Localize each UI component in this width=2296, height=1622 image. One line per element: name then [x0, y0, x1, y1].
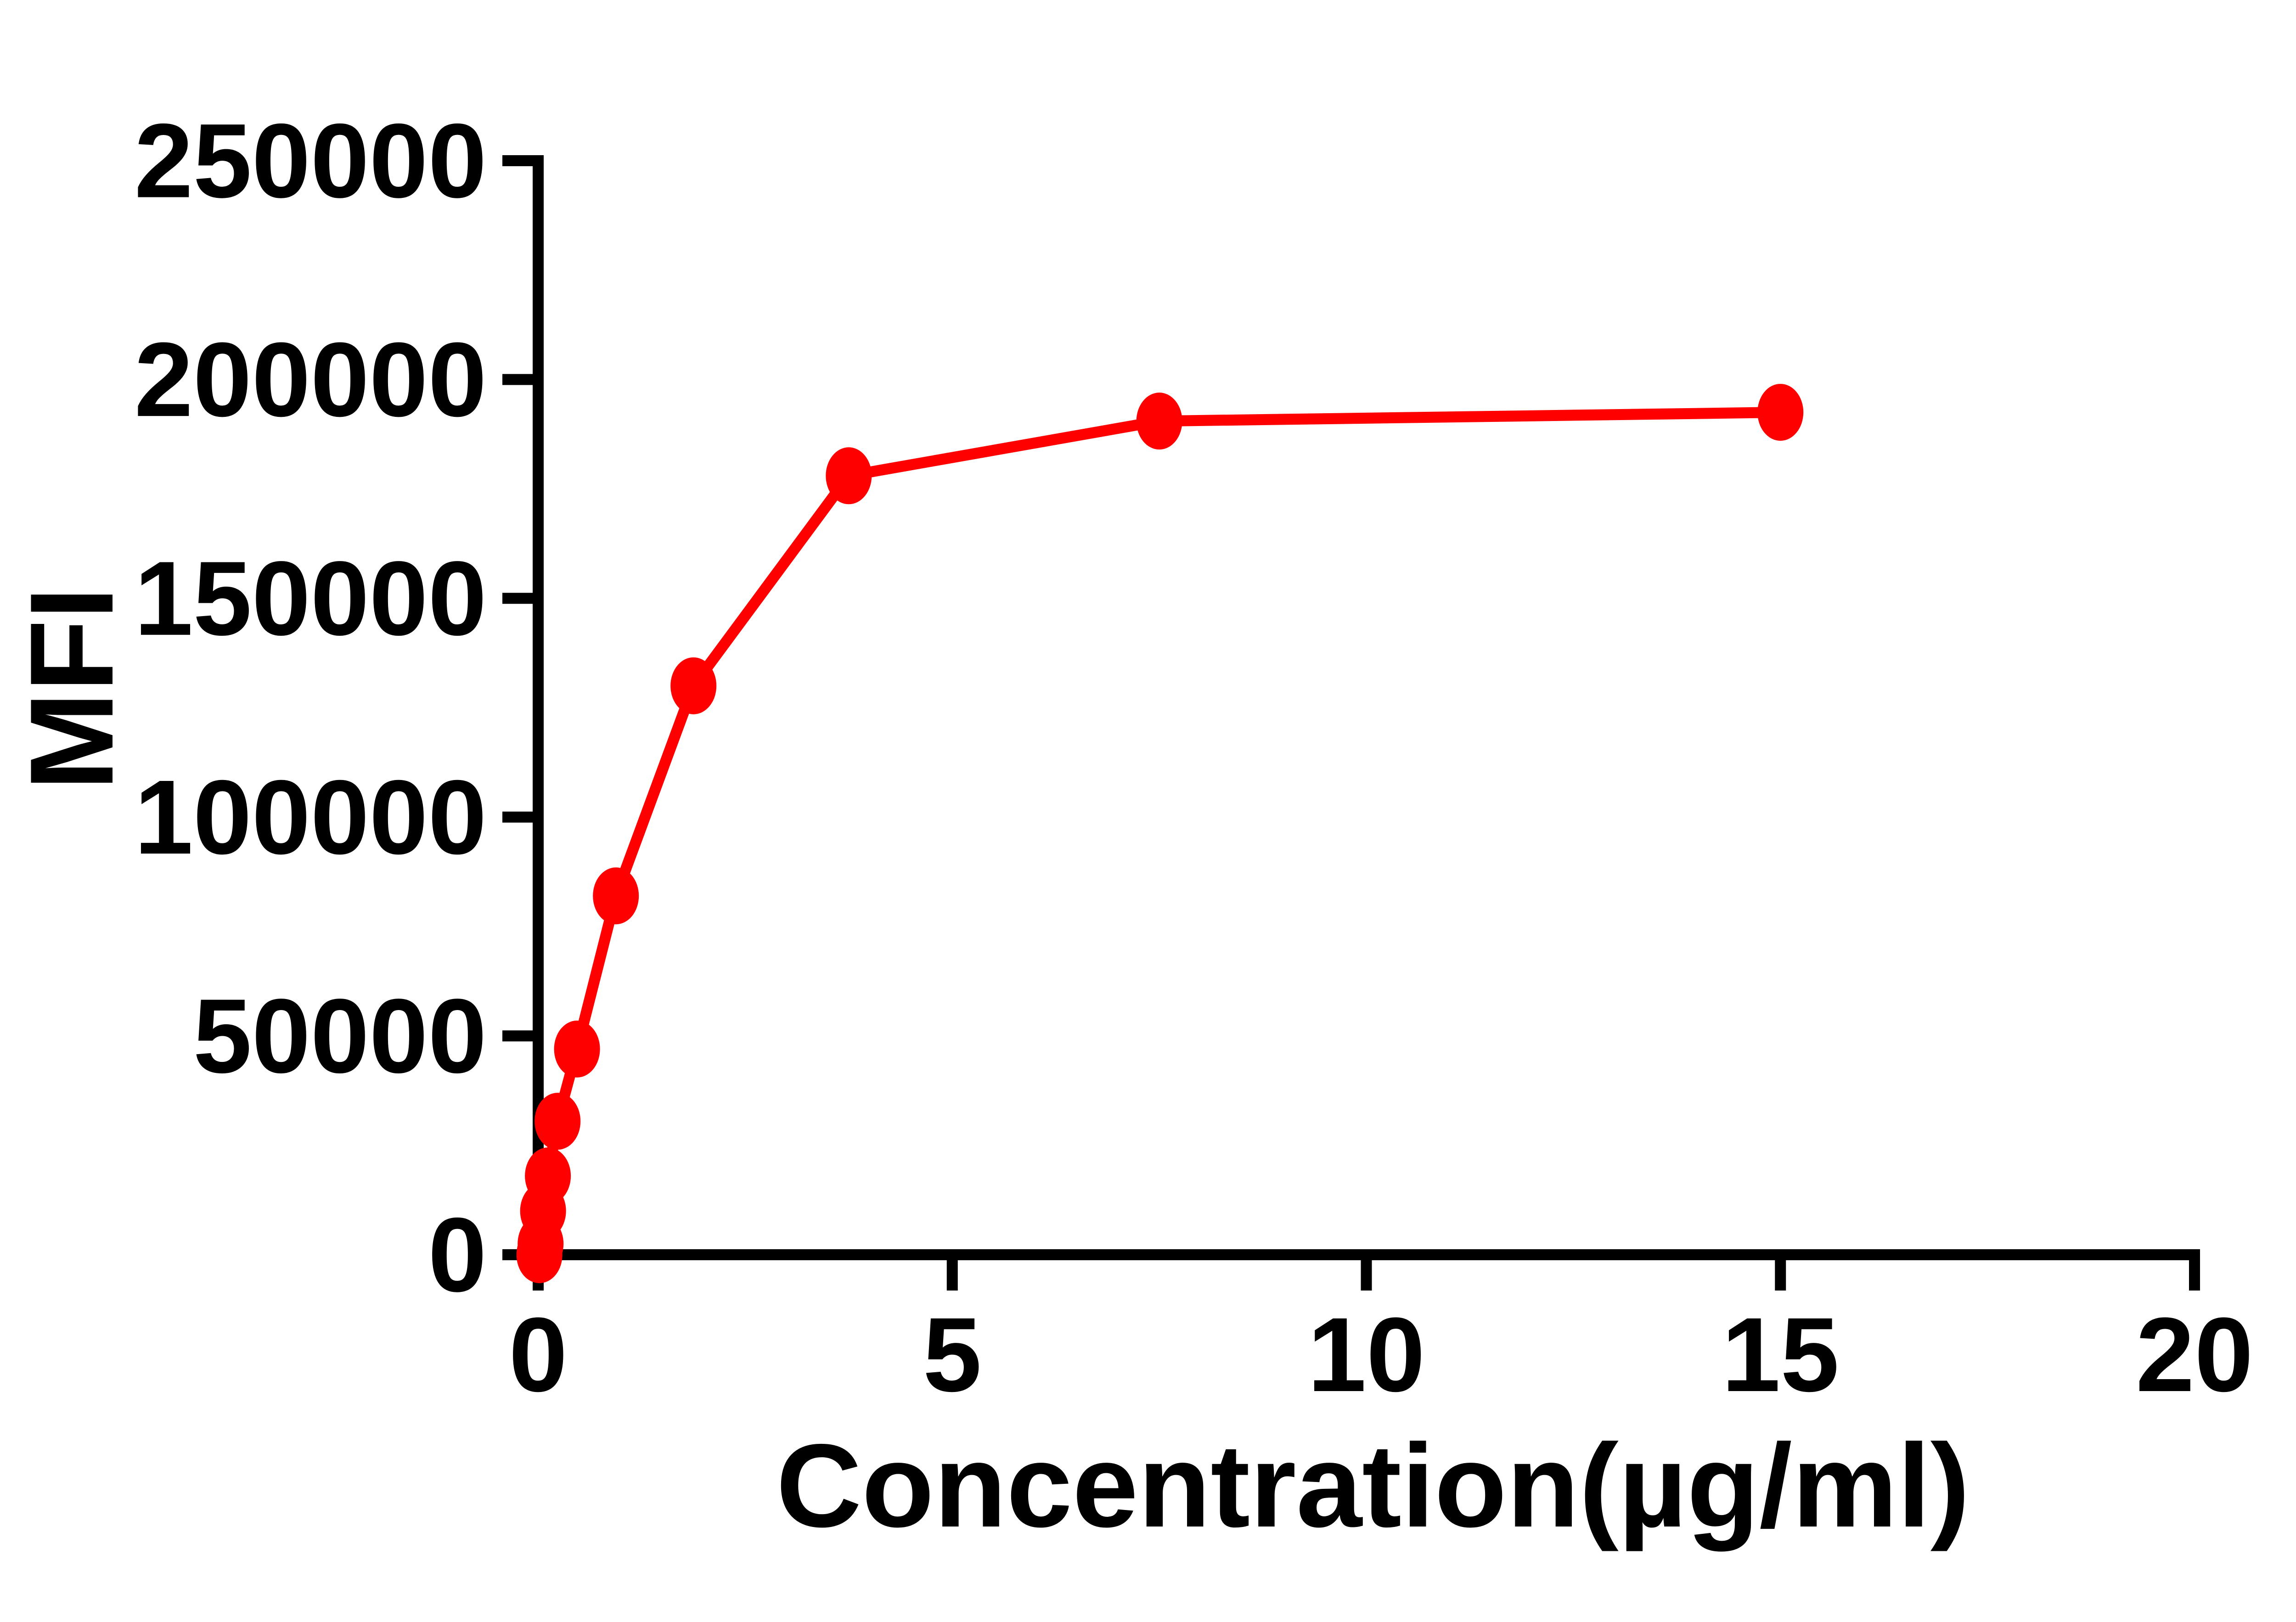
- x-tick-label: 20: [2136, 1296, 2253, 1414]
- y-tick-label: 150000: [135, 539, 487, 657]
- series-layer: [516, 384, 1804, 1283]
- data-point-marker: [525, 1147, 571, 1205]
- data-point-marker: [826, 447, 872, 505]
- x-tick-label: 10: [1308, 1296, 1425, 1414]
- axes-layer: 0 50000 100000 150000 200000 250000 0 5 10 15 20: [135, 102, 2253, 1414]
- y-tick-label: 200000: [135, 320, 487, 438]
- data-point-marker: [1757, 384, 1804, 441]
- data-point-marker: [1136, 393, 1182, 450]
- y-tick-label: 250000: [135, 102, 487, 220]
- x-tick-label: 0: [509, 1296, 568, 1414]
- x-tick-label: 5: [923, 1296, 982, 1414]
- y-axis-title: MFI: [5, 587, 138, 791]
- data-point-marker: [535, 1093, 581, 1150]
- series-line: [534, 407, 1786, 1260]
- data-point-marker: [670, 657, 717, 714]
- data-point-marker: [593, 867, 639, 925]
- y-tick-label: 100000: [135, 758, 487, 876]
- y-tick-label: 0: [428, 1196, 487, 1314]
- data-point-marker: [554, 1020, 600, 1078]
- x-tick-label: 15: [1722, 1296, 1839, 1414]
- y-tick-label: 50000: [193, 977, 487, 1095]
- x-axis-title: Concentration(µg/ml): [776, 1419, 1970, 1552]
